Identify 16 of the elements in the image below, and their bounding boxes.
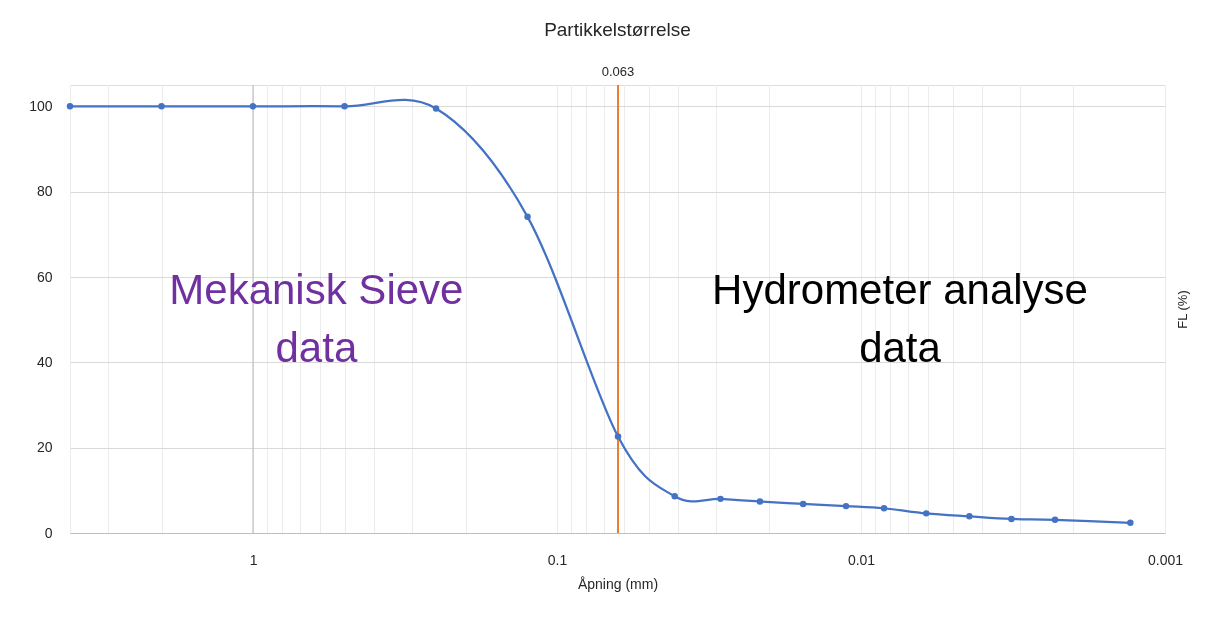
annotation: Hydrometer analyse data (712, 266, 1088, 372)
annotation: Mekanisk Sieve data (169, 266, 464, 372)
y-tick-label: 20 (36, 439, 53, 456)
chart-title: Partikkelstørrelse (544, 19, 691, 40)
y-tick-label: 80 (36, 183, 53, 200)
x-axis-title: Åpning (mm) (577, 575, 659, 592)
ref-line-label: 0.063 (601, 64, 635, 79)
x-tick-label: 0.1 (547, 551, 568, 568)
x-tick-label: 1 (249, 551, 258, 568)
x-tick-label: 0.01 (847, 551, 876, 568)
y-tick-label: 100 (29, 97, 53, 114)
x-tick-label: 0.001 (1147, 551, 1184, 568)
y-tick-label: 60 (36, 268, 53, 285)
y-tick-label: 0 (44, 524, 53, 541)
y-axis-title: FL (%) (1174, 290, 1190, 329)
y-tick-label: 40 (36, 353, 53, 370)
